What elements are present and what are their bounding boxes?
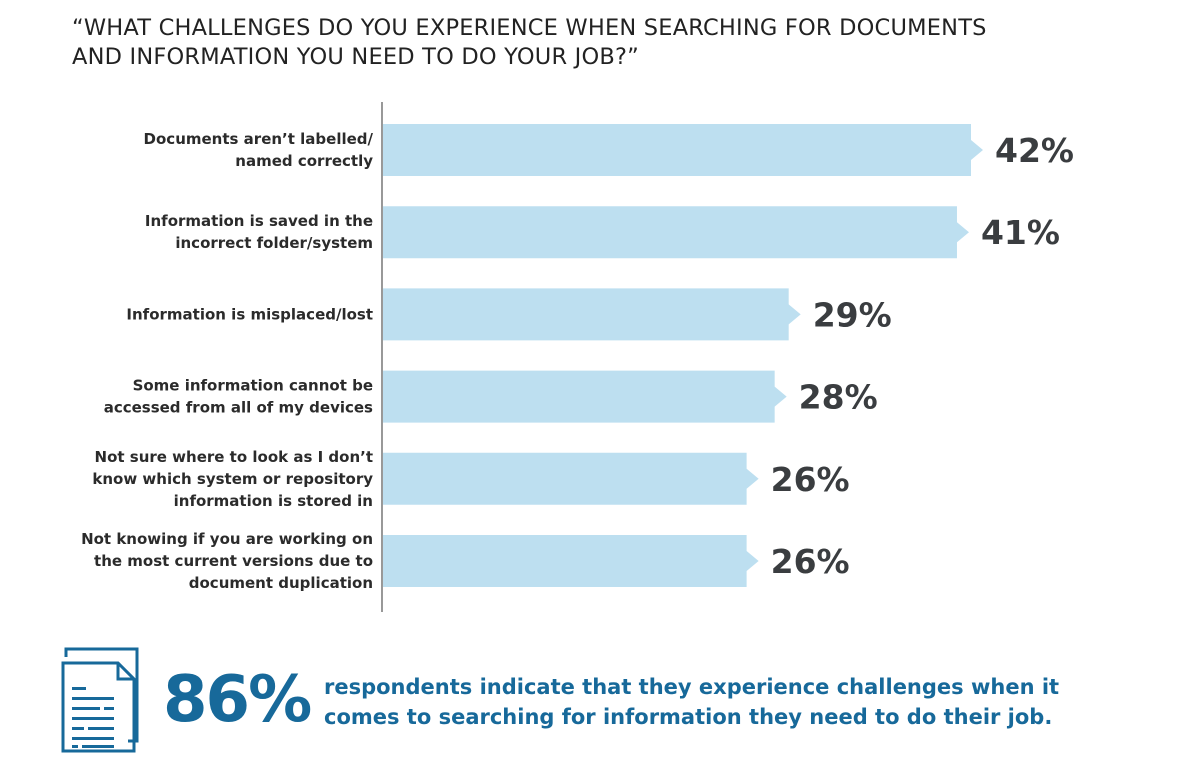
- value-label: 29%: [813, 295, 892, 334]
- category-label: Not sure where to look as I don’t know wh…: [92, 448, 373, 510]
- category-label: Some information cannot be accessed from …: [104, 377, 373, 417]
- callout-text: respondents indicate that they experienc…: [324, 672, 1124, 732]
- chart-title: “WHAT CHALLENGES DO YOU EXPERIENCE WHEN …: [72, 14, 987, 72]
- bar: [383, 452, 759, 505]
- title-line-1: “WHAT CHALLENGES DO YOU EXPERIENCE WHEN …: [72, 15, 987, 41]
- value-label: 28%: [799, 378, 878, 417]
- category-label: Documents aren’t labelled/named correctl…: [144, 130, 374, 170]
- document-icon: [61, 647, 139, 753]
- bar: [383, 288, 801, 341]
- bar: [383, 206, 969, 259]
- value-label: 26%: [771, 460, 850, 499]
- category-label: Not knowing if you are working on the mos…: [81, 530, 373, 592]
- bar: [383, 370, 787, 423]
- callout-line-2: comes to searching for information they …: [324, 705, 1053, 729]
- callout-line-1: respondents indicate that they experienc…: [324, 675, 1060, 699]
- title-line-2: AND INFORMATION YOU NEED TO DO YOUR JOB?…: [72, 44, 640, 70]
- value-label: 42%: [995, 131, 1074, 170]
- value-label: 41%: [981, 213, 1060, 252]
- category-label: Information is saved in the incorrect fol…: [145, 212, 373, 252]
- callout-stat: 86%: [163, 663, 312, 737]
- bar-chart: 42% Documents aren’t labelled/named corre…: [81, 102, 1074, 612]
- bar: [383, 124, 983, 176]
- category-label: Information is misplaced/lost: [126, 305, 373, 323]
- bar: [383, 535, 759, 587]
- value-label: 26%: [771, 542, 850, 581]
